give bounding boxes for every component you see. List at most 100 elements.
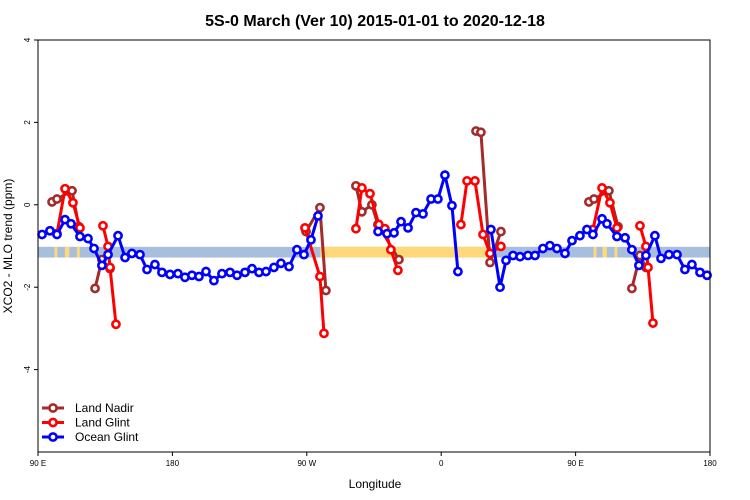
data-point-ocean-glint — [89, 243, 99, 254]
data-point-land-nadir — [589, 194, 599, 204]
legend-marker — [48, 432, 58, 442]
series-line-land-glint — [459, 179, 502, 256]
data-point-ocean-glint — [165, 269, 175, 280]
data-point-ocean-glint — [687, 259, 697, 270]
data-point-ocean-glint — [52, 229, 62, 240]
data-point-ocean-glint — [501, 255, 511, 266]
data-point-land-glint — [75, 222, 85, 233]
data-point-ocean-glint — [201, 266, 211, 277]
data-point-land-glint — [365, 188, 375, 199]
land-band-segment — [64, 246, 70, 258]
data-point-ocean-glint — [209, 275, 219, 286]
data-point-land-glint — [68, 197, 78, 208]
data-point-ocean-glint — [447, 200, 457, 211]
data-point-ocean-glint — [530, 250, 540, 261]
data-point-ocean-glint — [560, 248, 570, 259]
y-tick-label: 4 — [23, 37, 32, 42]
data-point-ocean-glint — [37, 229, 47, 240]
data-point-ocean-glint — [440, 170, 450, 181]
data-point-land-glint — [462, 176, 472, 186]
data-point-ocean-glint — [396, 216, 406, 227]
data-point-ocean-glint — [453, 266, 463, 277]
data-point-land-glint — [319, 328, 329, 339]
data-point-ocean-glint — [418, 208, 428, 219]
data-point-ocean-glint — [113, 230, 123, 241]
x-tick-label: 90 W — [297, 459, 316, 468]
x-tick-label: 90 E — [30, 459, 46, 468]
data-point-ocean-glint — [656, 253, 666, 264]
data-point-ocean-glint — [240, 267, 250, 278]
data-point-ocean-glint — [641, 250, 651, 261]
data-point-land-glint — [385, 244, 396, 255]
data-point-land-nadir — [315, 202, 325, 213]
land-band-segment — [320, 246, 491, 258]
data-point-land-glint — [60, 183, 70, 194]
data-point-land-glint — [351, 223, 361, 234]
data-point-ocean-glint — [173, 268, 183, 279]
data-point-land-glint — [597, 183, 607, 193]
data-point-ocean-glint — [515, 251, 525, 262]
data-point-ocean-glint — [389, 227, 399, 238]
data-point-ocean-glint — [495, 282, 505, 293]
data-point-ocean-glint — [634, 260, 644, 271]
data-point-ocean-glint — [649, 230, 660, 241]
data-point-land-nadir — [52, 194, 62, 204]
data-point-land-glint — [456, 219, 466, 230]
data-point-land-glint — [605, 197, 615, 208]
data-point-ocean-glint — [194, 271, 204, 282]
data-point-ocean-glint — [66, 218, 76, 229]
land-band-segment — [593, 246, 597, 258]
data-point-ocean-glint — [588, 229, 598, 240]
series-line-land-glint — [55, 184, 82, 234]
data-point-land-glint — [357, 183, 367, 193]
data-point-ocean-glint — [135, 249, 145, 260]
data-point-land-glint — [485, 248, 495, 259]
data-point-ocean-glint — [680, 264, 690, 275]
data-point-land-glint — [470, 176, 480, 186]
data-point-ocean-glint — [276, 258, 286, 269]
data-point-ocean-glint — [486, 224, 496, 235]
series-land-nadir — [47, 126, 651, 296]
data-point-ocean-glint — [127, 248, 137, 259]
data-point-ocean-glint — [433, 194, 443, 204]
legend-label: Land Glint — [75, 416, 130, 430]
data-point-land-nadir — [476, 127, 486, 138]
series-line-land-glint — [638, 225, 655, 324]
data-point-ocean-glint — [306, 234, 316, 245]
land-band-segment — [54, 246, 58, 258]
land-band-segment — [76, 246, 80, 258]
data-point-land-nadir — [496, 226, 506, 237]
legend-marker — [48, 417, 58, 428]
data-point-ocean-glint — [567, 235, 577, 246]
data-point-land-nadir — [90, 283, 100, 294]
data-point-ocean-glint — [552, 243, 562, 254]
data-point-land-glint — [300, 222, 310, 233]
data-point-land-glint — [496, 241, 506, 252]
data-point-ocean-glint — [269, 262, 279, 273]
y-axis-label: XCO2 - MLO trend (ppm) — [1, 179, 15, 314]
data-point-ocean-glint — [261, 266, 271, 277]
data-point-land-glint — [392, 265, 403, 276]
data-point-ocean-glint — [612, 231, 622, 242]
data-point-ocean-glint — [157, 267, 167, 278]
data-point-land-nadir — [626, 283, 637, 294]
y-tick-label: -4 — [23, 365, 32, 373]
data-point-ocean-glint — [45, 225, 55, 236]
data-point-ocean-glint — [150, 259, 160, 270]
data-point-ocean-glint — [373, 226, 383, 237]
data-point-land-glint — [643, 262, 653, 273]
data-point-land-glint — [111, 319, 121, 330]
data-point-ocean-glint — [247, 263, 257, 274]
data-point-land-nadir — [485, 257, 495, 268]
data-point-land-glint — [612, 222, 622, 233]
y-tick-label: 0 — [23, 202, 32, 207]
data-point-ocean-glint — [75, 231, 85, 242]
data-point-ocean-glint — [313, 211, 323, 221]
data-point-ocean-glint — [217, 268, 227, 279]
data-point-land-glint — [635, 220, 645, 231]
x-tick-label: 180 — [166, 459, 180, 468]
data-point-land-glint — [105, 262, 115, 273]
data-point-land-nadir — [321, 285, 331, 296]
